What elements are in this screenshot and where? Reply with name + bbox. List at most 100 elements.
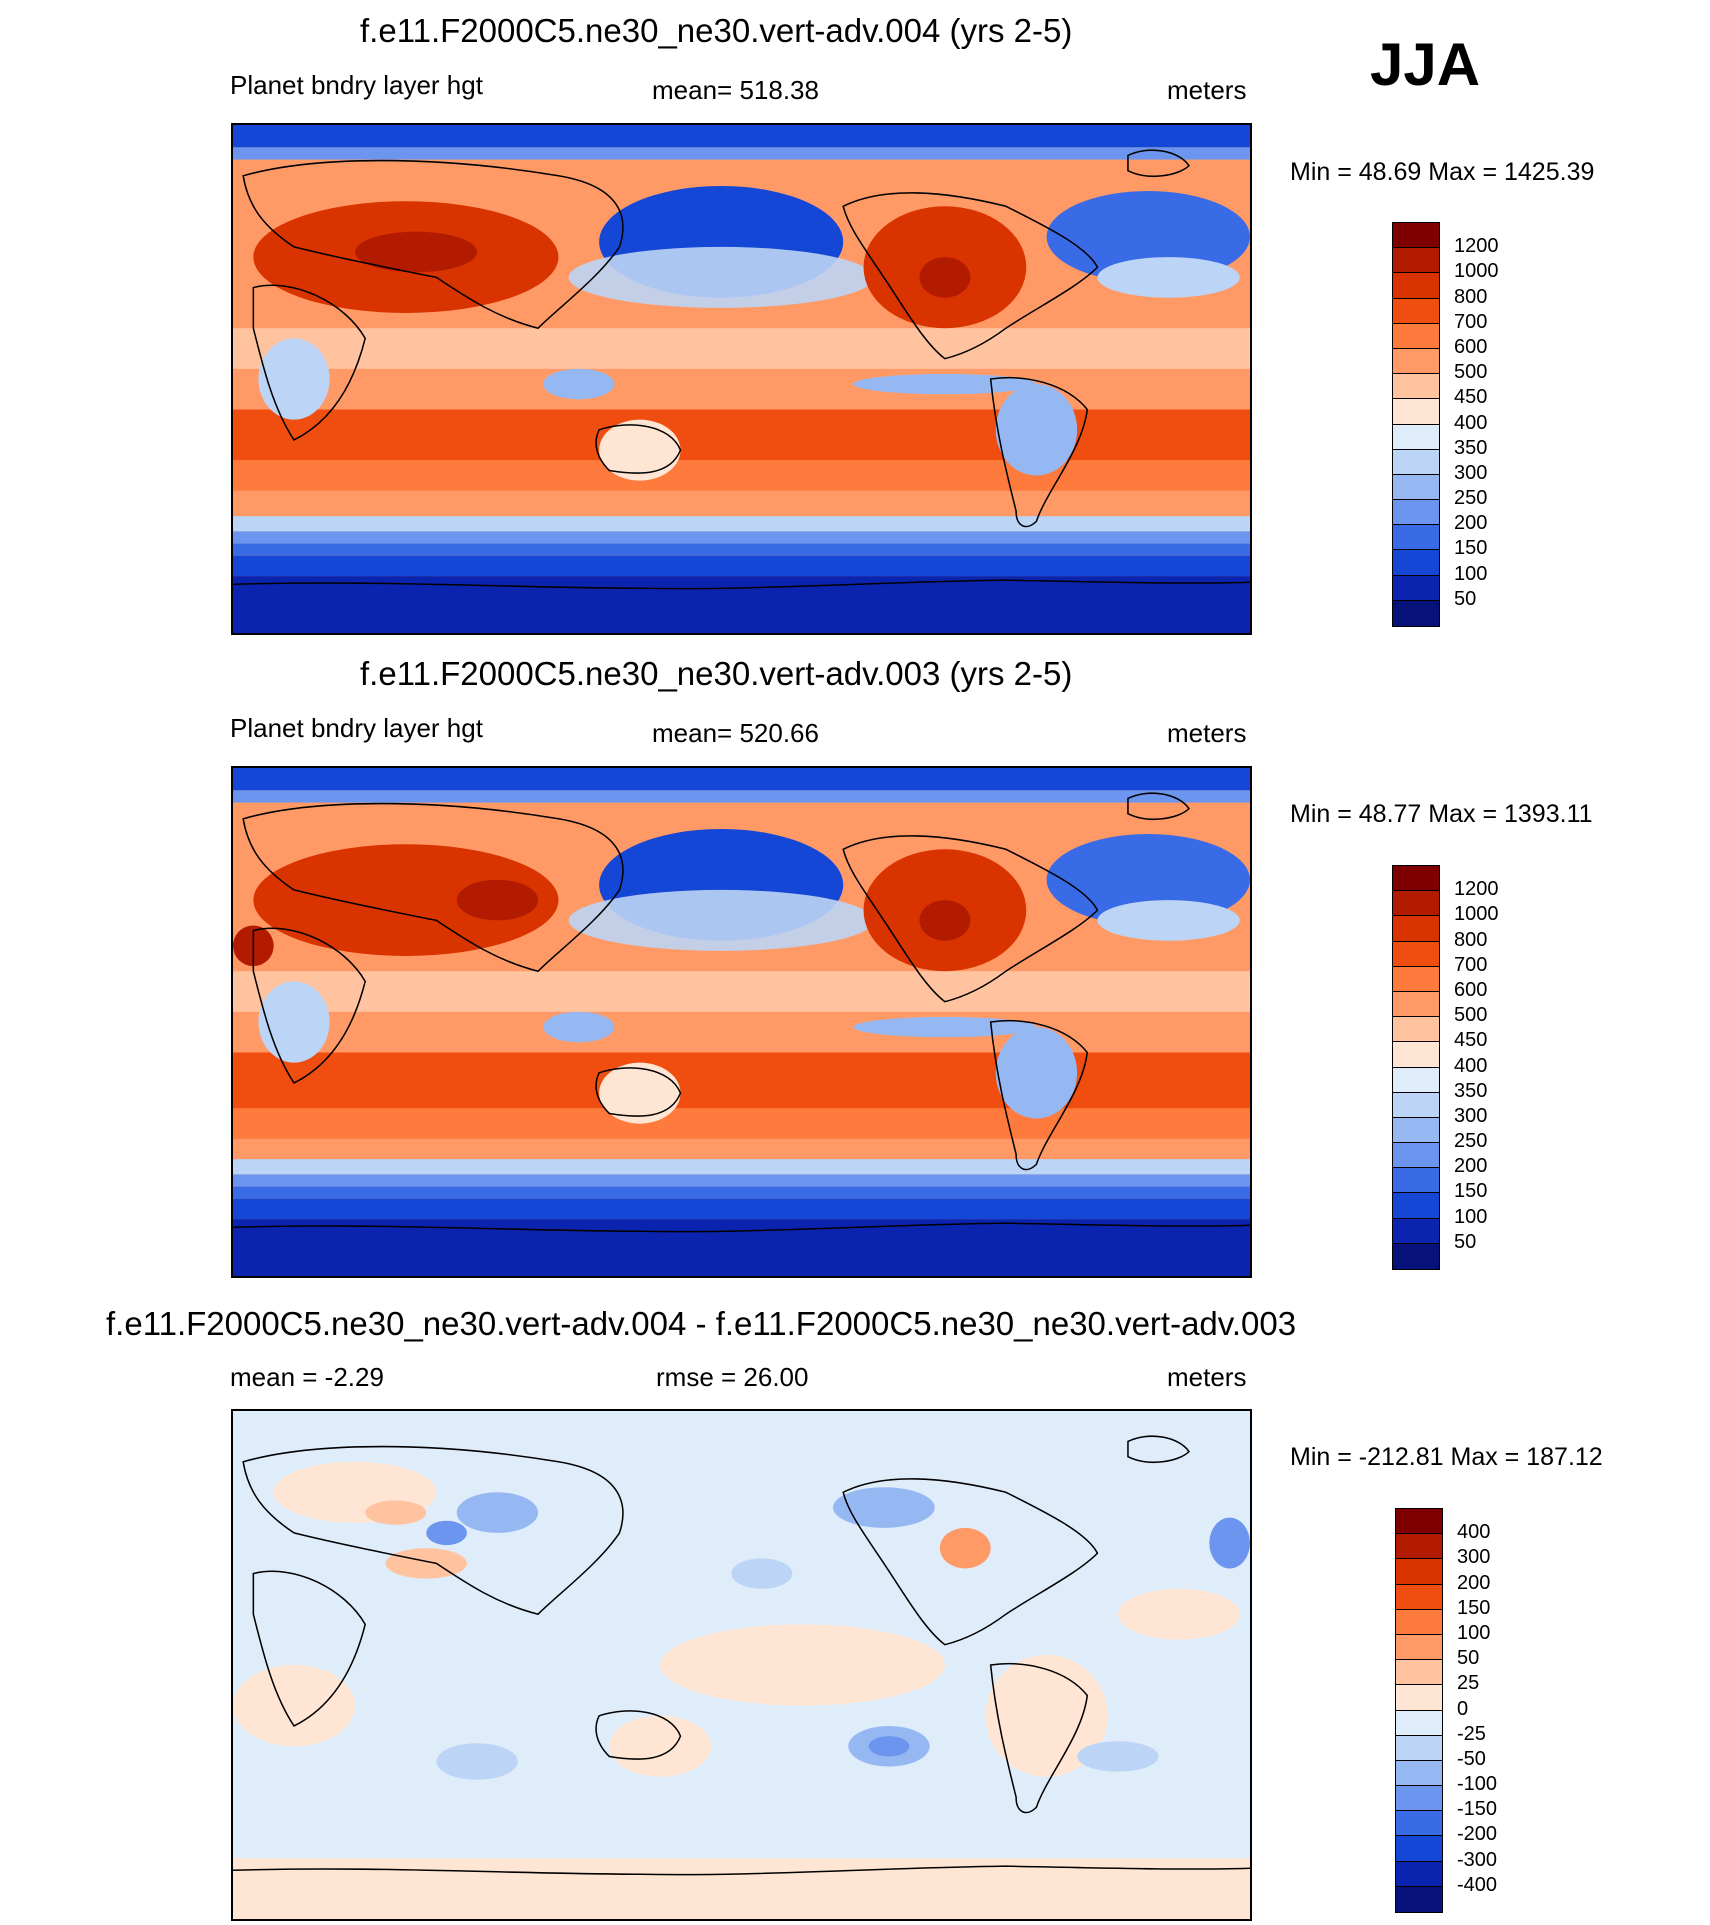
colorbar-box xyxy=(1393,1042,1439,1068)
colorbar-label: 1000 xyxy=(1454,260,1499,283)
panel-1-colorbar xyxy=(1392,222,1440,627)
panel-3-minmax: Min = -212.81 Max = 187.12 xyxy=(1290,1443,1603,1471)
colorbar-box xyxy=(1393,1193,1439,1219)
colorbar-label: 1000 xyxy=(1454,903,1499,926)
colorbar-label: 1200 xyxy=(1454,235,1499,258)
colorbar-label: 300 xyxy=(1454,461,1488,484)
colorbar-box xyxy=(1393,1092,1439,1118)
colorbar-label: -200 xyxy=(1457,1823,1498,1846)
colorbar-box xyxy=(1393,866,1439,892)
colorbar-box xyxy=(1393,1143,1439,1169)
colorbar-box xyxy=(1396,1685,1442,1711)
colorbar-label: 600 xyxy=(1454,335,1488,358)
panel-3-colorbar xyxy=(1395,1508,1443,1913)
panel-1-title: f.e11.F2000C5.ne30_ne30.vert-adv.004 (yr… xyxy=(360,12,1073,49)
colorbar-box xyxy=(1393,449,1439,475)
panel-2-units-label: meters xyxy=(1167,718,1247,748)
colorbar-label: -300 xyxy=(1457,1848,1498,1871)
colorbar-box xyxy=(1396,1534,1442,1560)
colorbar-box xyxy=(1396,1861,1442,1887)
colorbar-label: 150 xyxy=(1454,1180,1488,1203)
colorbar-box xyxy=(1393,525,1439,551)
colorbar-label: -400 xyxy=(1457,1873,1498,1896)
colorbar-label: 350 xyxy=(1454,436,1488,459)
colorbar-box xyxy=(1396,1836,1442,1862)
colorbar-box xyxy=(1393,941,1439,967)
colorbar-box xyxy=(1393,248,1439,274)
colorbar-label: 300 xyxy=(1457,1546,1491,1569)
colorbar-box xyxy=(1396,1634,1442,1661)
season-label: JJA xyxy=(1370,31,1481,98)
colorbar-box xyxy=(1393,1218,1439,1244)
colorbar-box xyxy=(1393,323,1439,349)
colorbar-box xyxy=(1396,1584,1442,1610)
colorbar-label: 0 xyxy=(1457,1697,1469,1720)
colorbar-box xyxy=(1396,1660,1442,1686)
colorbar-box xyxy=(1393,575,1439,601)
colorbar-box xyxy=(1396,1559,1442,1585)
panel-1-minmax: Min = 48.69 Max = 1425.39 xyxy=(1290,158,1595,186)
panel-2-title: f.e11.F2000C5.ne30_ne30.vert-adv.003 (yr… xyxy=(360,655,1073,692)
colorbar-box xyxy=(1393,500,1439,526)
panel-3-mean-label: mean = -2.29 xyxy=(230,1362,384,1392)
colorbar-box xyxy=(1393,223,1439,249)
colorbar-label: 200 xyxy=(1454,1155,1488,1178)
colorbar-label: -25 xyxy=(1457,1722,1486,1745)
colorbar-box xyxy=(1393,399,1439,425)
colorbar-box xyxy=(1393,1017,1439,1043)
colorbar-label: 200 xyxy=(1454,512,1488,535)
colorbar-box xyxy=(1396,1760,1442,1787)
colorbar-label: 1200 xyxy=(1454,878,1499,901)
colorbar-label: 800 xyxy=(1454,285,1488,308)
colorbar-box xyxy=(1393,891,1439,917)
colorbar-box xyxy=(1393,474,1439,501)
colorbar-label: 100 xyxy=(1454,562,1488,585)
colorbar-box xyxy=(1393,1117,1439,1144)
colorbar-label: 500 xyxy=(1454,361,1488,384)
panel-1-units-label: meters xyxy=(1167,75,1247,105)
colorbar-label: 600 xyxy=(1454,978,1488,1001)
panel-2-variable-label: Planet bndry layer hgt xyxy=(230,713,483,743)
colorbar-label: 700 xyxy=(1454,310,1488,333)
colorbar-label: 200 xyxy=(1457,1571,1491,1594)
panel-3-rmse-label: rmse = 26.00 xyxy=(656,1362,809,1392)
colorbar-box xyxy=(1393,273,1439,299)
colorbar-box xyxy=(1393,966,1439,992)
panel-1-mean-label: mean= 518.38 xyxy=(652,75,819,105)
colorbar-label: 450 xyxy=(1454,386,1488,409)
colorbar-box xyxy=(1396,1609,1442,1635)
colorbar-label: -100 xyxy=(1457,1773,1498,1796)
colorbar-box xyxy=(1396,1710,1442,1736)
colorbar-box xyxy=(1393,348,1439,375)
colorbar-label: 150 xyxy=(1457,1596,1491,1619)
colorbar-box xyxy=(1396,1786,1442,1812)
colorbar-label: 250 xyxy=(1454,487,1488,510)
colorbar-label: 350 xyxy=(1454,1079,1488,1102)
colorbar-box xyxy=(1396,1811,1442,1837)
panel-3-map xyxy=(231,1409,1252,1921)
colorbar-label: 800 xyxy=(1454,928,1488,951)
colorbar-label: 50 xyxy=(1454,587,1477,610)
colorbar-label: 100 xyxy=(1454,1205,1488,1228)
panel-2-colorbar xyxy=(1392,865,1440,1270)
colorbar-label: 400 xyxy=(1454,411,1488,434)
colorbar-label: 300 xyxy=(1454,1104,1488,1127)
colorbar-label: 50 xyxy=(1457,1647,1480,1670)
colorbar-box xyxy=(1396,1886,1442,1912)
colorbar-label: 25 xyxy=(1457,1672,1480,1695)
colorbar-label: 700 xyxy=(1454,953,1488,976)
colorbar-label: 150 xyxy=(1454,537,1488,560)
panel-3-units-label: meters xyxy=(1167,1362,1247,1392)
panel-2-mean-label: mean= 520.66 xyxy=(652,718,819,748)
colorbar-label: 50 xyxy=(1454,1230,1477,1253)
colorbar-label: 400 xyxy=(1454,1054,1488,1077)
colorbar-label: 100 xyxy=(1457,1621,1491,1644)
colorbar-label: 250 xyxy=(1454,1130,1488,1153)
colorbar-label: 450 xyxy=(1454,1029,1488,1052)
colorbar-label: 500 xyxy=(1454,1004,1488,1027)
colorbar-box xyxy=(1393,991,1439,1018)
colorbar-box xyxy=(1396,1735,1442,1761)
panel-2-map xyxy=(231,766,1252,1278)
colorbar-label: 400 xyxy=(1457,1521,1491,1544)
colorbar-box xyxy=(1393,1168,1439,1194)
